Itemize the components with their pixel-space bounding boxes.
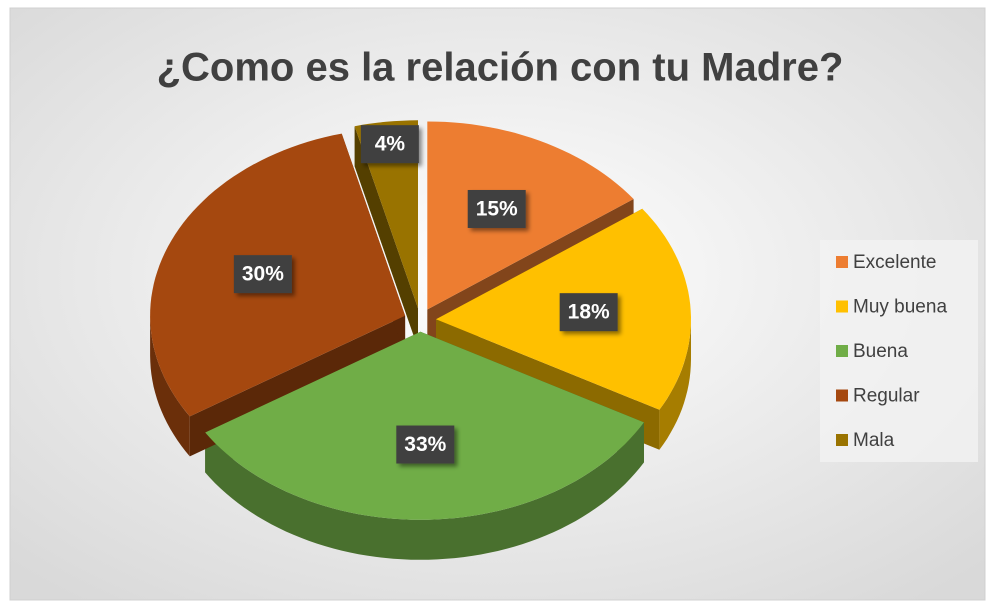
data-label-box [233,255,292,294]
data-label: 33% [404,433,446,456]
legend-swatch [836,345,848,357]
legend-label: Buena [853,341,908,362]
data-label-box [559,293,618,332]
legend-label: Excelente [853,252,936,273]
data-label-box [396,425,455,464]
legend-swatch [836,389,848,402]
legend-label: Mala [853,430,895,451]
data-label: 30% [242,263,284,286]
slice-wall [354,126,418,349]
chart-title: ¿Como es la relación con tu Madre? [157,46,844,90]
data-label-box [467,189,526,228]
legend-label: Regular [853,386,920,407]
legend-swatch [836,434,848,446]
slice-side [659,319,691,450]
data-label-box [360,125,419,164]
legend-swatch [836,300,848,313]
legend-label: Muy buena [853,297,947,318]
data-label: 18% [568,301,610,324]
slice-side [150,315,190,457]
slice [354,120,418,309]
slice-side [205,422,644,560]
slice [427,121,634,310]
data-label: 15% [476,198,518,221]
data-label: 4% [375,133,406,156]
legend-swatch [836,256,848,268]
